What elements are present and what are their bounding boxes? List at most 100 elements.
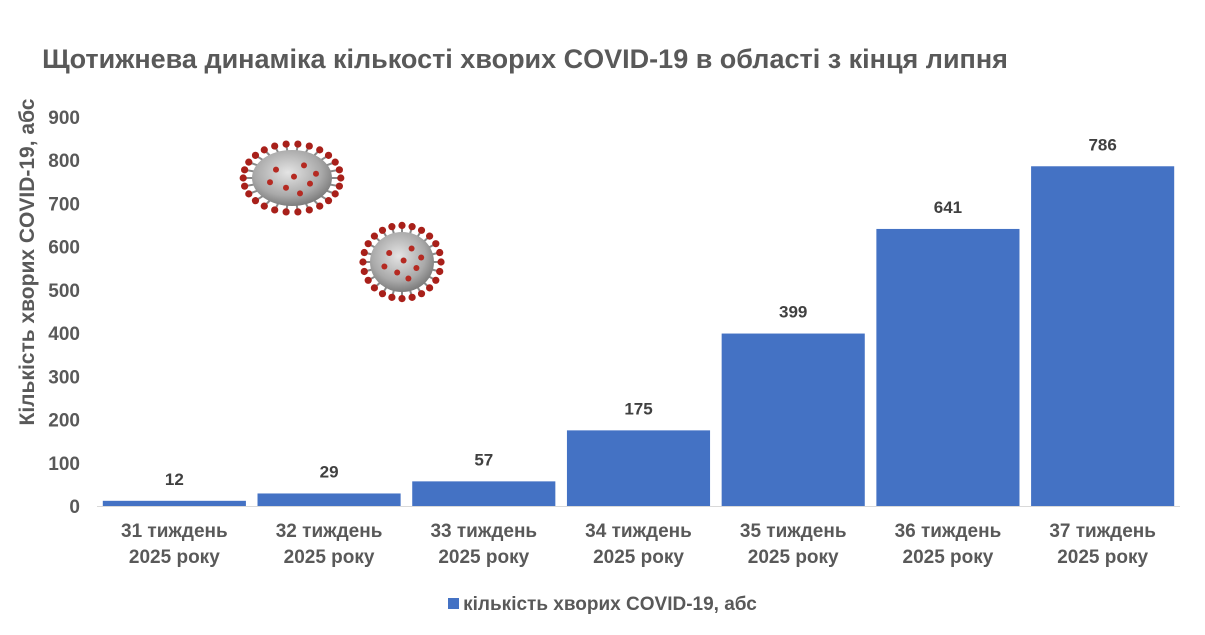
y-tick-label: 800	[48, 151, 80, 172]
virus-surface-dot	[307, 180, 313, 187]
virus-spike-head	[324, 197, 333, 205]
virus-surface-dot	[400, 257, 407, 264]
virus-spike-head	[316, 202, 324, 210]
x-category-label-line: 2025 року	[438, 547, 529, 568]
virus-spike-head	[417, 290, 426, 298]
virus-spike-head	[378, 290, 387, 298]
bar	[102, 500, 246, 506]
x-category-label-line: 36 тиждень	[895, 521, 1002, 542]
legend-label: кількість хворих COVID-19, абс	[463, 594, 757, 615]
virus-spike-head	[282, 140, 290, 148]
data-label: 12	[165, 470, 184, 489]
x-category-label: 35 тиждень 2025 року	[740, 521, 847, 568]
virus-spike-head	[426, 232, 434, 240]
virus-spike-head	[437, 258, 445, 266]
x-category-label-line: 2025 року	[284, 547, 375, 568]
virus-spike-head	[335, 182, 343, 190]
virus-spike-head	[408, 223, 416, 231]
virus-surface-dot	[408, 245, 415, 252]
chart-title: Щотижнева динаміка кількості хворих COVI…	[42, 44, 1008, 74]
virus-spike-head	[271, 142, 279, 150]
virus-spike-head	[426, 284, 434, 292]
virus-spike-head	[359, 258, 367, 266]
y-tick-label: 200	[48, 411, 80, 432]
virus-spike-head	[360, 248, 368, 257]
y-tick-label: 700	[48, 194, 80, 215]
x-category-label: 34 тиждень 2025 року	[585, 521, 692, 568]
x-category-label: 36 тиждень 2025 року	[895, 521, 1002, 568]
coronavirus-icon	[359, 221, 445, 303]
y-tick-label: 500	[48, 281, 80, 302]
data-label: 641	[934, 198, 962, 217]
x-category-label: 32 тиждень 2025 року	[276, 521, 383, 568]
y-tick-label: 400	[48, 324, 80, 345]
virus-spike-head	[331, 158, 339, 166]
virus-spike-head	[388, 293, 396, 301]
x-category-label-line: 35 тиждень	[740, 521, 847, 542]
virus-spike-head	[260, 202, 268, 210]
y-tick-label: 900	[48, 108, 80, 129]
virus-surface-dot	[297, 190, 303, 197]
virus-spike-head	[260, 146, 268, 154]
y-tick-label: 300	[48, 367, 80, 388]
x-category-label: 37 тиждень 2025 року	[1049, 521, 1156, 568]
bar	[876, 228, 1020, 506]
virus-spike-head	[360, 267, 368, 276]
x-category-label: 33 тиждень 2025 року	[430, 521, 537, 568]
bar	[257, 493, 401, 506]
x-category-label-line: 2025 року	[748, 547, 839, 568]
virus-spike-head	[241, 182, 249, 190]
virus-spike-head	[335, 166, 343, 174]
virus-surface-dot	[313, 170, 319, 177]
virus-spike-head	[417, 226, 426, 234]
virus-surface-dot	[418, 254, 425, 261]
virus-surface-dot	[394, 269, 401, 276]
virus-spike-head	[436, 248, 444, 257]
virus-spike-head	[239, 174, 247, 182]
virus-spike-head	[271, 206, 279, 214]
virus-spike-head	[245, 158, 253, 166]
data-label: 786	[1088, 135, 1116, 154]
virus-spike-head	[364, 240, 372, 248]
virus-spike-head	[245, 190, 253, 198]
virus-spike-head	[378, 226, 387, 234]
virus-spike-head	[294, 140, 302, 148]
data-label: 29	[320, 462, 339, 481]
virus-spike-head	[364, 276, 372, 284]
virus-spike-head	[432, 276, 440, 284]
virus-spike-head	[282, 208, 290, 216]
x-category-label: 31 тиждень 2025 року	[121, 521, 228, 568]
x-category-label-line: 2025 року	[903, 547, 994, 568]
y-tick-label: 100	[48, 454, 80, 475]
legend: кількість хворих COVID-19, абс	[0, 594, 1205, 616]
virus-surface-dot	[301, 162, 307, 169]
virus-spike-head	[398, 221, 406, 229]
virus-spike-head	[370, 232, 378, 240]
virus-spike-head	[388, 223, 396, 231]
virus-spike-head	[294, 208, 302, 216]
bar	[1031, 166, 1175, 507]
x-category-label-line: 31 тиждень	[121, 521, 228, 542]
virus-spike-head	[316, 146, 324, 154]
virus-surface-dot	[381, 263, 388, 270]
virus-spike-head	[251, 151, 260, 159]
x-category-label-line: 37 тиждень	[1049, 521, 1156, 542]
x-category-label-line: 2025 року	[1057, 547, 1148, 568]
virus-spike-head	[408, 293, 416, 301]
x-category-label-line: 2025 року	[129, 547, 220, 568]
data-label: 175	[624, 399, 652, 418]
bar	[721, 333, 865, 506]
y-tick-label: 0	[69, 497, 80, 518]
data-label: 57	[474, 450, 493, 469]
data-label: 399	[779, 303, 807, 322]
virus-spike-head	[305, 142, 313, 150]
coronavirus-icon	[239, 140, 345, 216]
virus-spike-head	[251, 197, 260, 205]
virus-surface-dot	[273, 166, 279, 173]
virus-spike-head	[305, 206, 313, 214]
virus-spike-head	[436, 267, 444, 276]
virus-surface-dot	[283, 184, 289, 191]
virus-surface-dot	[386, 250, 393, 256]
x-category-label-line: 33 тиждень	[430, 521, 537, 542]
